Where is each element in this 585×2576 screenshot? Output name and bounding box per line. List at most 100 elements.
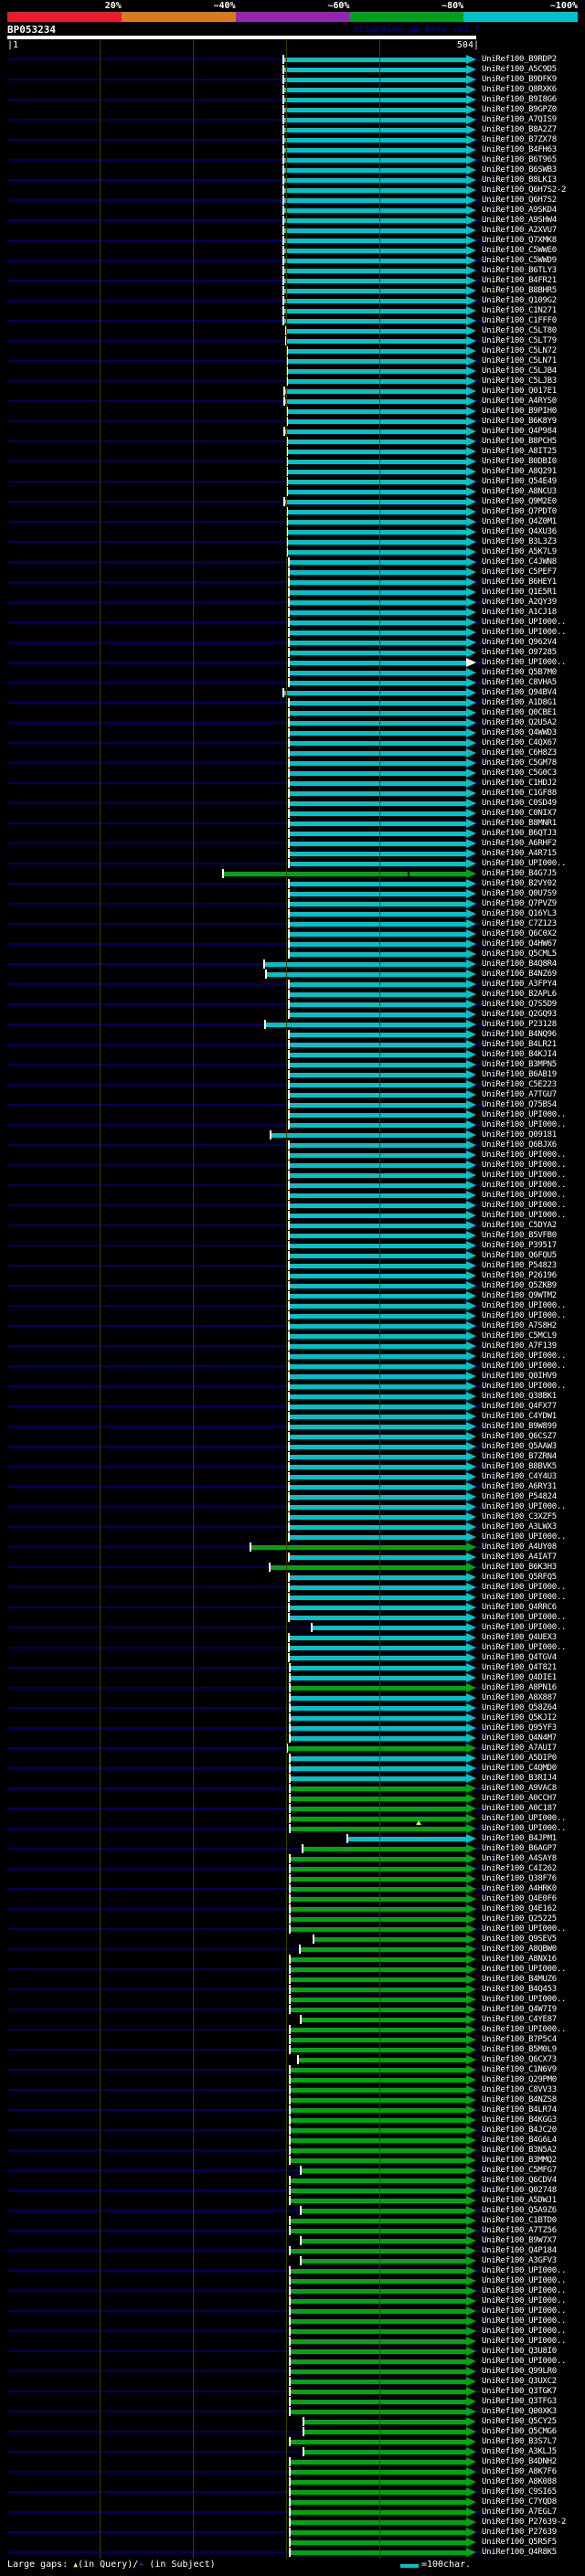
hit-bar[interactable]	[290, 590, 466, 595]
hit-bar[interactable]	[291, 2550, 466, 2555]
hit-bar[interactable]	[290, 952, 466, 957]
hit-bar[interactable]	[288, 530, 466, 535]
hit-label[interactable]: UniRef100_B8BHR5	[482, 286, 557, 295]
hit-bar[interactable]	[291, 1967, 466, 1972]
hit-label[interactable]: UniRef100_A5K7L9	[482, 547, 557, 557]
hit-label[interactable]: UniRef100_Q6H7S2-2	[482, 186, 567, 195]
hit-bar[interactable]	[291, 2440, 466, 2444]
hit-label[interactable]: UniRef100_C5G0C3	[482, 769, 557, 778]
hit-label[interactable]: UniRef100_C9SI65	[482, 2487, 557, 2496]
hit-bar[interactable]	[302, 2209, 466, 2213]
hit-label[interactable]: UniRef100_C8VHA5	[482, 678, 557, 687]
hit-label[interactable]: UniRef100_UPI000..	[482, 2025, 567, 2034]
hit-bar[interactable]	[284, 269, 466, 273]
hit-label[interactable]: UniRef100_A4HRK0	[482, 1884, 557, 1893]
hit-label[interactable]: UniRef100_Q017E1	[482, 387, 557, 396]
hit-label[interactable]: UniRef100_Q4P184	[482, 2246, 557, 2255]
hit-label[interactable]: UniRef100_UPI000..	[482, 1502, 567, 1511]
hit-label[interactable]: UniRef100_B7ZRN4	[482, 1452, 557, 1461]
hit-label[interactable]: UniRef100_A9VAC8	[482, 1784, 557, 1793]
hit-label[interactable]: UniRef100_A8IT25	[482, 447, 557, 456]
hit-bar[interactable]	[290, 1616, 466, 1620]
hit-bar[interactable]	[290, 842, 466, 846]
hit-bar[interactable]	[291, 1998, 466, 2002]
hit-bar[interactable]	[303, 1847, 466, 1851]
hit-label[interactable]: UniRef100_B2APL6	[482, 990, 557, 999]
hit-bar[interactable]	[290, 1073, 466, 1077]
hit-bar[interactable]	[288, 409, 466, 414]
hit-label[interactable]: UniRef100_A8K088	[482, 2477, 557, 2486]
hit-bar[interactable]	[284, 58, 466, 62]
hit-label[interactable]: UniRef100_C4QX67	[482, 738, 557, 747]
hit-label[interactable]: UniRef100_UPI000..	[482, 1643, 567, 1652]
hit-bar[interactable]	[291, 2269, 466, 2274]
hit-label[interactable]: UniRef100_Q5AAW3	[482, 1442, 557, 1451]
hit-bar[interactable]	[284, 158, 466, 163]
hit-bar[interactable]	[291, 2410, 466, 2414]
hit-bar[interactable]	[291, 1927, 466, 1932]
hit-bar[interactable]	[301, 1947, 466, 1952]
hit-label[interactable]: UniRef100_Q962V4	[482, 638, 557, 647]
hit-label[interactable]: UniRef100_B6T965	[482, 155, 557, 164]
hit-label[interactable]: UniRef100_A7TZ56	[482, 2226, 557, 2235]
hit-bar[interactable]	[290, 982, 466, 987]
hit-label[interactable]: UniRef100_Q95YF3	[482, 1723, 557, 1733]
hit-bar[interactable]	[288, 419, 466, 424]
hit-label[interactable]: UniRef100_Q2GQ93	[482, 1010, 557, 1019]
hit-label[interactable]: UniRef100_P39517	[482, 1241, 557, 1250]
hit-bar[interactable]	[291, 1686, 466, 1691]
hit-label[interactable]: UniRef100_Q3U8I0	[482, 2347, 557, 2356]
hit-bar[interactable]	[290, 1505, 466, 1510]
hit-bar[interactable]	[291, 2068, 466, 2072]
hit-label[interactable]: UniRef100_Q29PM0	[482, 2075, 557, 2084]
hit-bar[interactable]	[291, 2309, 466, 2314]
hit-label[interactable]: UniRef100_B4NZ69	[482, 970, 557, 979]
hit-bar[interactable]	[290, 1575, 466, 1580]
hit-label[interactable]: UniRef100_Q54E49	[482, 477, 557, 486]
hit-bar[interactable]	[284, 78, 466, 82]
hit-bar[interactable]	[290, 761, 466, 766]
hit-bar[interactable]	[290, 560, 466, 565]
hit-bar[interactable]	[290, 1153, 466, 1158]
hit-bar[interactable]	[288, 490, 466, 494]
hit-bar[interactable]	[302, 2168, 466, 2173]
hit-label[interactable]: UniRef100_C4YDW1	[482, 1412, 557, 1421]
hit-label[interactable]: UniRef100_Q5CMG6	[482, 2427, 557, 2436]
hit-label[interactable]: UniRef100_UPI000..	[482, 2327, 567, 2336]
hit-bar[interactable]	[290, 1173, 466, 1178]
hit-bar[interactable]	[284, 691, 466, 695]
hit-bar[interactable]	[291, 1867, 466, 1871]
hit-label[interactable]: UniRef100_Q8RXK6	[482, 85, 557, 94]
hit-bar[interactable]	[284, 319, 466, 323]
hit-bar[interactable]	[288, 510, 466, 514]
hit-label[interactable]: UniRef100_C1HDJ2	[482, 779, 557, 788]
hit-bar[interactable]	[284, 259, 466, 263]
hit-bar[interactable]	[290, 651, 466, 655]
hit-label[interactable]: UniRef100_Q9M2E0	[482, 497, 557, 506]
hit-label[interactable]: UniRef100_UPI000..	[482, 1181, 567, 1190]
hit-bar[interactable]	[291, 2219, 466, 2223]
hit-bar[interactable]	[290, 1193, 466, 1198]
hit-bar[interactable]	[290, 671, 466, 675]
hit-label[interactable]: UniRef100_Q5CML5	[482, 949, 557, 959]
hit-label[interactable]: UniRef100_Q7PVZ9	[482, 899, 557, 908]
hit-label[interactable]: UniRef100_Q6CDV4	[482, 2176, 557, 2185]
hit-label[interactable]: UniRef100_B6K8Y9	[482, 417, 557, 426]
hit-bar[interactable]	[224, 872, 466, 876]
hit-bar[interactable]	[290, 661, 466, 665]
hit-label[interactable]: UniRef100_B4Q453	[482, 1985, 557, 1994]
hit-bar[interactable]	[290, 1334, 466, 1339]
hit-bar[interactable]	[290, 1043, 466, 1047]
hit-bar[interactable]	[290, 1636, 466, 1640]
hit-label[interactable]: UniRef100_B6QTJ3	[482, 829, 557, 838]
hit-label[interactable]: UniRef100_UPI000..	[482, 1311, 567, 1320]
hit-label[interactable]: UniRef100_C5E223	[482, 1080, 557, 1089]
hit-label[interactable]: UniRef100_P54823	[482, 1261, 557, 1270]
hit-label[interactable]: UniRef100_A7TGU7	[482, 1090, 557, 1099]
hit-label[interactable]: UniRef100_B9W899	[482, 1422, 557, 1431]
hit-bar[interactable]	[290, 570, 466, 575]
hit-label[interactable]: UniRef100_Q4W7I9	[482, 2005, 557, 2014]
hit-bar[interactable]	[291, 1696, 466, 1701]
hit-label[interactable]: UniRef100_UPI000..	[482, 1171, 567, 1180]
hit-bar[interactable]	[284, 228, 466, 233]
